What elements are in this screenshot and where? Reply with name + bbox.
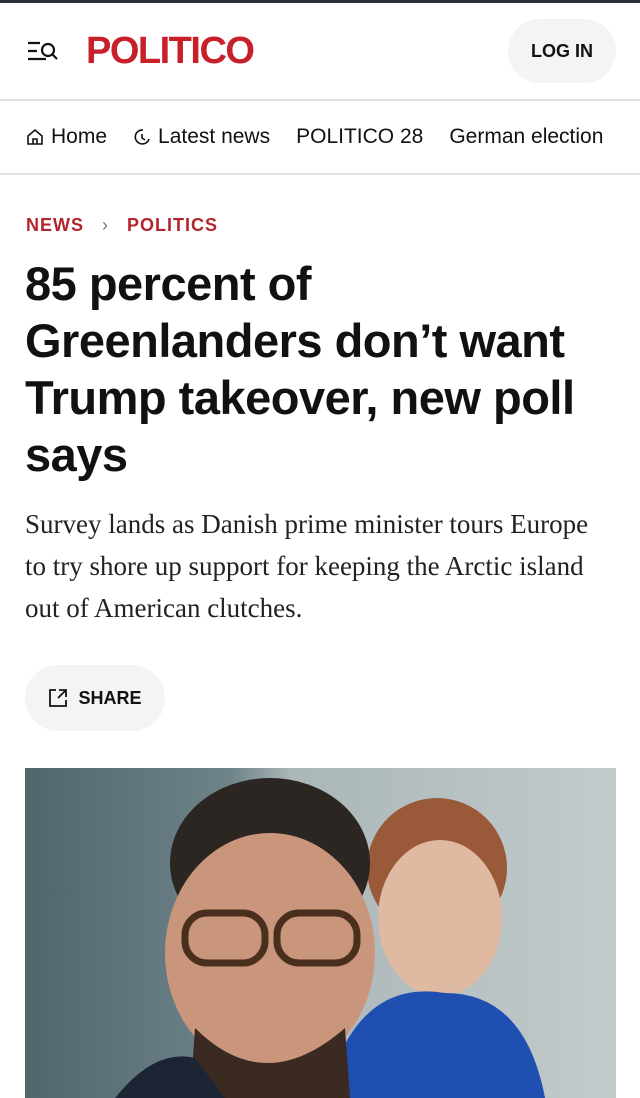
nav-item-politico-28[interactable]: POLITICO 28 [296, 125, 424, 148]
nav-item-german-election[interactable]: German election [449, 125, 604, 148]
nav-item-latest-news[interactable]: Latest news [133, 125, 270, 149]
breadcrumb-news[interactable]: NEWS [26, 215, 84, 235]
section-nav: Home Latest news POLITICO 28 German elec… [0, 101, 640, 175]
nav-label: Latest news [158, 125, 271, 148]
nav-label: Home [51, 125, 108, 148]
politico-logo[interactable]: POLITICO [86, 29, 255, 72]
menu-search-icon[interactable] [26, 39, 60, 63]
breadcrumb: NEWS › POLITICS [26, 215, 218, 236]
article-photo [25, 768, 616, 1098]
share-icon [49, 689, 68, 707]
headline: 85 percent of Greenlanders don’t want Tr… [25, 257, 575, 481]
breadcrumb-politics[interactable]: POLITICS [127, 215, 219, 235]
clock-icon [134, 129, 150, 145]
article-dek: Survey lands as Danish prime minister to… [25, 509, 589, 623]
home-icon [27, 128, 43, 145]
share-label: SHARE [78, 687, 142, 708]
site-header: POLITICO LOG IN [0, 3, 640, 101]
login-button[interactable]: LOG IN [508, 19, 616, 83]
share-button[interactable]: SHARE [25, 665, 165, 731]
nav-item-home[interactable]: Home [26, 125, 107, 149]
chevron-right-icon: › [102, 215, 109, 235]
status-bar [0, 0, 640, 3]
